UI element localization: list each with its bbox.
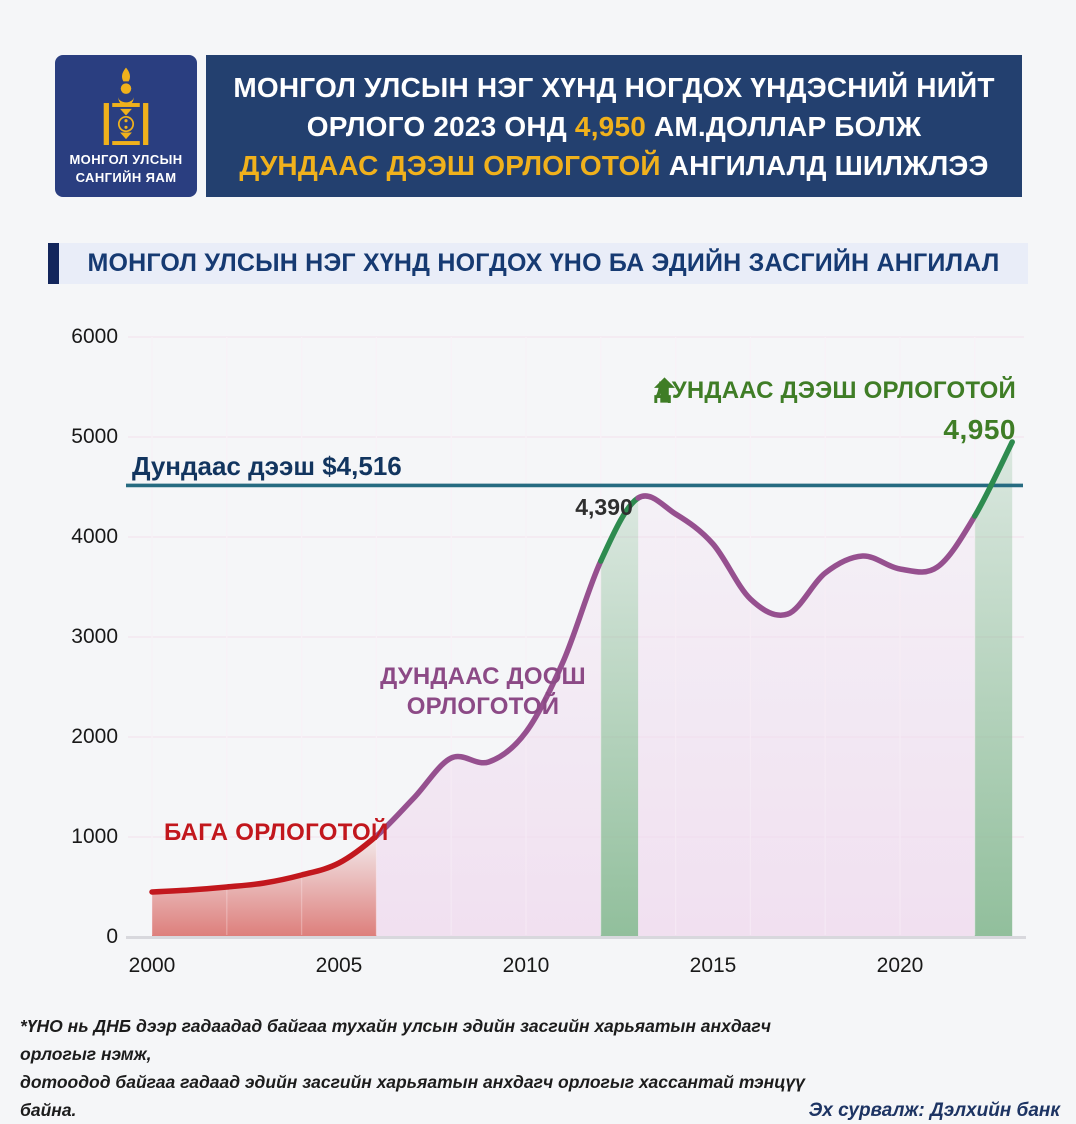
threshold-label: Дундаас дээш $4,516 [132, 451, 402, 481]
y-tick-label: 4000 [71, 525, 118, 548]
value-label-2013: 4,390 [575, 494, 633, 520]
x-tick-label: 2005 [315, 954, 363, 977]
area-fill-pink [376, 561, 601, 936]
x-tick-label: 2020 [876, 954, 924, 977]
banner-line-1: МОНГОЛ УЛСЫН НЭГ ХҮНД НОГДОХ ҮНДЭСНИЙ НИ… [233, 71, 995, 103]
x-tick-label: 2010 [502, 954, 550, 977]
ministry-logo: МОНГОЛ УЛСЫН САНГИЙН ЯАМ [55, 55, 197, 197]
gni-line-chart: 0 1000 2000 3000 4000 5000 6000 2000 2005 2010 201… [0, 320, 1076, 985]
gni-curve-low-income [149, 833, 380, 895]
soyombo-emblem-icon [103, 68, 149, 146]
gni-curve-upper-middle-band-2023 [972, 439, 1015, 519]
banner-lines: МОНГОЛ УЛСЫН НЭГ ХҮНД НОГДОХ ҮНДЭСНИЙ НИ… [206, 68, 1022, 185]
gni-curve-lower-middle-income [373, 558, 604, 839]
y-tick-label: 0 [106, 925, 118, 948]
footnote-line-2: дотоодод байгаа гадаад эдийн засгийн хар… [20, 1072, 805, 1120]
title-background: МОНГОЛ УЛСЫН НЭГ ХҮНД НОГДОХ ҮНО БА ЭДИЙ… [59, 243, 1028, 284]
banner-line-2: ОРЛОГО 2023 ОНД 4,950 АМ.ДОЛЛАР БОЛЖ [306, 110, 922, 142]
logo-line-2: САНГИЙН ЯАМ [75, 170, 177, 185]
y-tick-label: 2000 [71, 725, 118, 748]
upper-middle-income-legend: ДУНДААС ДЭЭШ ОРЛОГОТОЙ [654, 377, 1016, 405]
lower-middle-income-label: ДУНДААС ДООШ ОРЛОГОТОЙ [380, 663, 586, 720]
headline-banner: МОНГОЛ УЛСЫН НЭГ ХҮНД НОГДОХ ҮНДЭСНИЙ НИ… [206, 55, 1022, 197]
area-fill-red [152, 836, 377, 936]
y-tick-label: 5000 [71, 425, 118, 448]
footnote-line-1: *ҮНО нь ДНБ дээр гадаадад байгаа тухайн … [20, 1016, 771, 1064]
title-accent-bar [48, 243, 59, 284]
x-tick-label: 2000 [128, 954, 176, 977]
header: МОНГОЛ УЛСЫН САНГИЙН ЯАМ МОНГОЛ УЛСЫН НЭ… [55, 55, 1022, 197]
y-tick-label: 1000 [71, 825, 118, 848]
y-tick-label: 6000 [71, 325, 118, 348]
gni-curve-upper-middle-band-2012 [598, 495, 641, 564]
up-arrow-icon [654, 377, 676, 403]
area-fill-pink [638, 495, 975, 936]
area-fill-green [600, 498, 639, 936]
low-income-label: БАГА ОРЛОГОТОЙ [164, 819, 389, 846]
banner-line-3: ДУНДААС ДЭЭШ ОРЛОГОТОЙ АНГИЛАЛД ШИЛЖЛЭЭ [239, 149, 989, 181]
y-tick-label: 3000 [71, 625, 118, 648]
value-label-2023: 4,950 [943, 414, 1016, 445]
ministry-logo-text: МОНГОЛ УЛСЫН САНГИЙН ЯАМ [69, 151, 182, 186]
chart-title: МОНГОЛ УЛСЫН НЭГ ХҮНД НОГДОХ ҮНО БА ЭДИЙ… [87, 249, 1000, 277]
footnote: *ҮНО нь ДНБ дээр гадаадад байгаа тухайн … [20, 1012, 809, 1124]
footer: *ҮНО нь ДНБ дээр гадаадад байгаа тухайн … [20, 1012, 1060, 1124]
area-fill-green [974, 442, 1013, 936]
x-tick-label: 2015 [689, 954, 737, 977]
legend-label: ДУНДААС ДЭЭШ ОРЛОГОТОЙ [654, 377, 1016, 404]
logo-line-1: МОНГОЛ УЛСЫН [69, 152, 183, 168]
source-credit: Эх сурвалж: Дэлхийн банк [808, 1100, 1060, 1121]
chart-title-bar: МОНГОЛ УЛСЫН НЭГ ХҮНД НОГДОХ ҮНО БА ЭДИЙ… [48, 243, 1028, 284]
gni-curve-lower-middle-income [635, 493, 978, 618]
